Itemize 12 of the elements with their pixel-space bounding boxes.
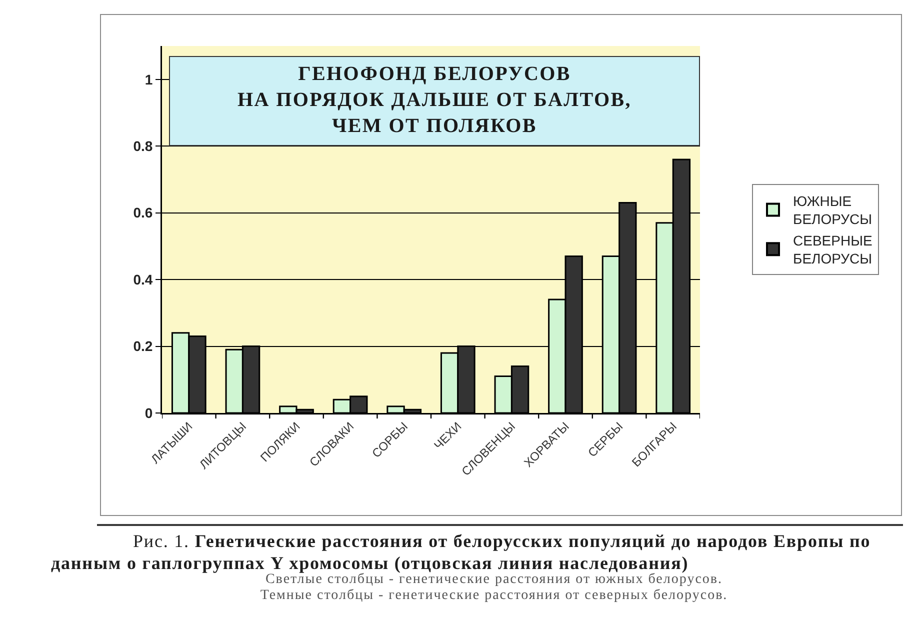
y-tick-label: 1 [144, 71, 153, 88]
y-tick-label: 0.4 [133, 271, 153, 288]
legend-label: СЕВЕРНЫЕ БЕЛОРУСЫ [793, 232, 872, 267]
y-tick-label: 0 [144, 404, 153, 421]
legend-label: ЮЖНЫЕ БЕЛОРУСЫ [793, 193, 872, 228]
y-tick-label: 0.2 [133, 338, 153, 354]
text: ГЕНОФОНД БЕЛОРУСОВ НА ПОРЯДОК ДАЛЬШЕ ОТ БАЛТОВ, ЧЕМ ОТ ПОЛЯКОВ [237, 62, 632, 139]
text: Темные столбцы - генетические расстояния от северных белорусов. [260, 588, 728, 603]
y-tick-label: 0.6 [133, 204, 153, 221]
text: Светлые столбцы - генетические расстояния от южных белорусов. [265, 572, 723, 587]
text: Рис. 1. [133, 531, 190, 551]
y-tick-label: 0.8 [133, 138, 153, 154]
